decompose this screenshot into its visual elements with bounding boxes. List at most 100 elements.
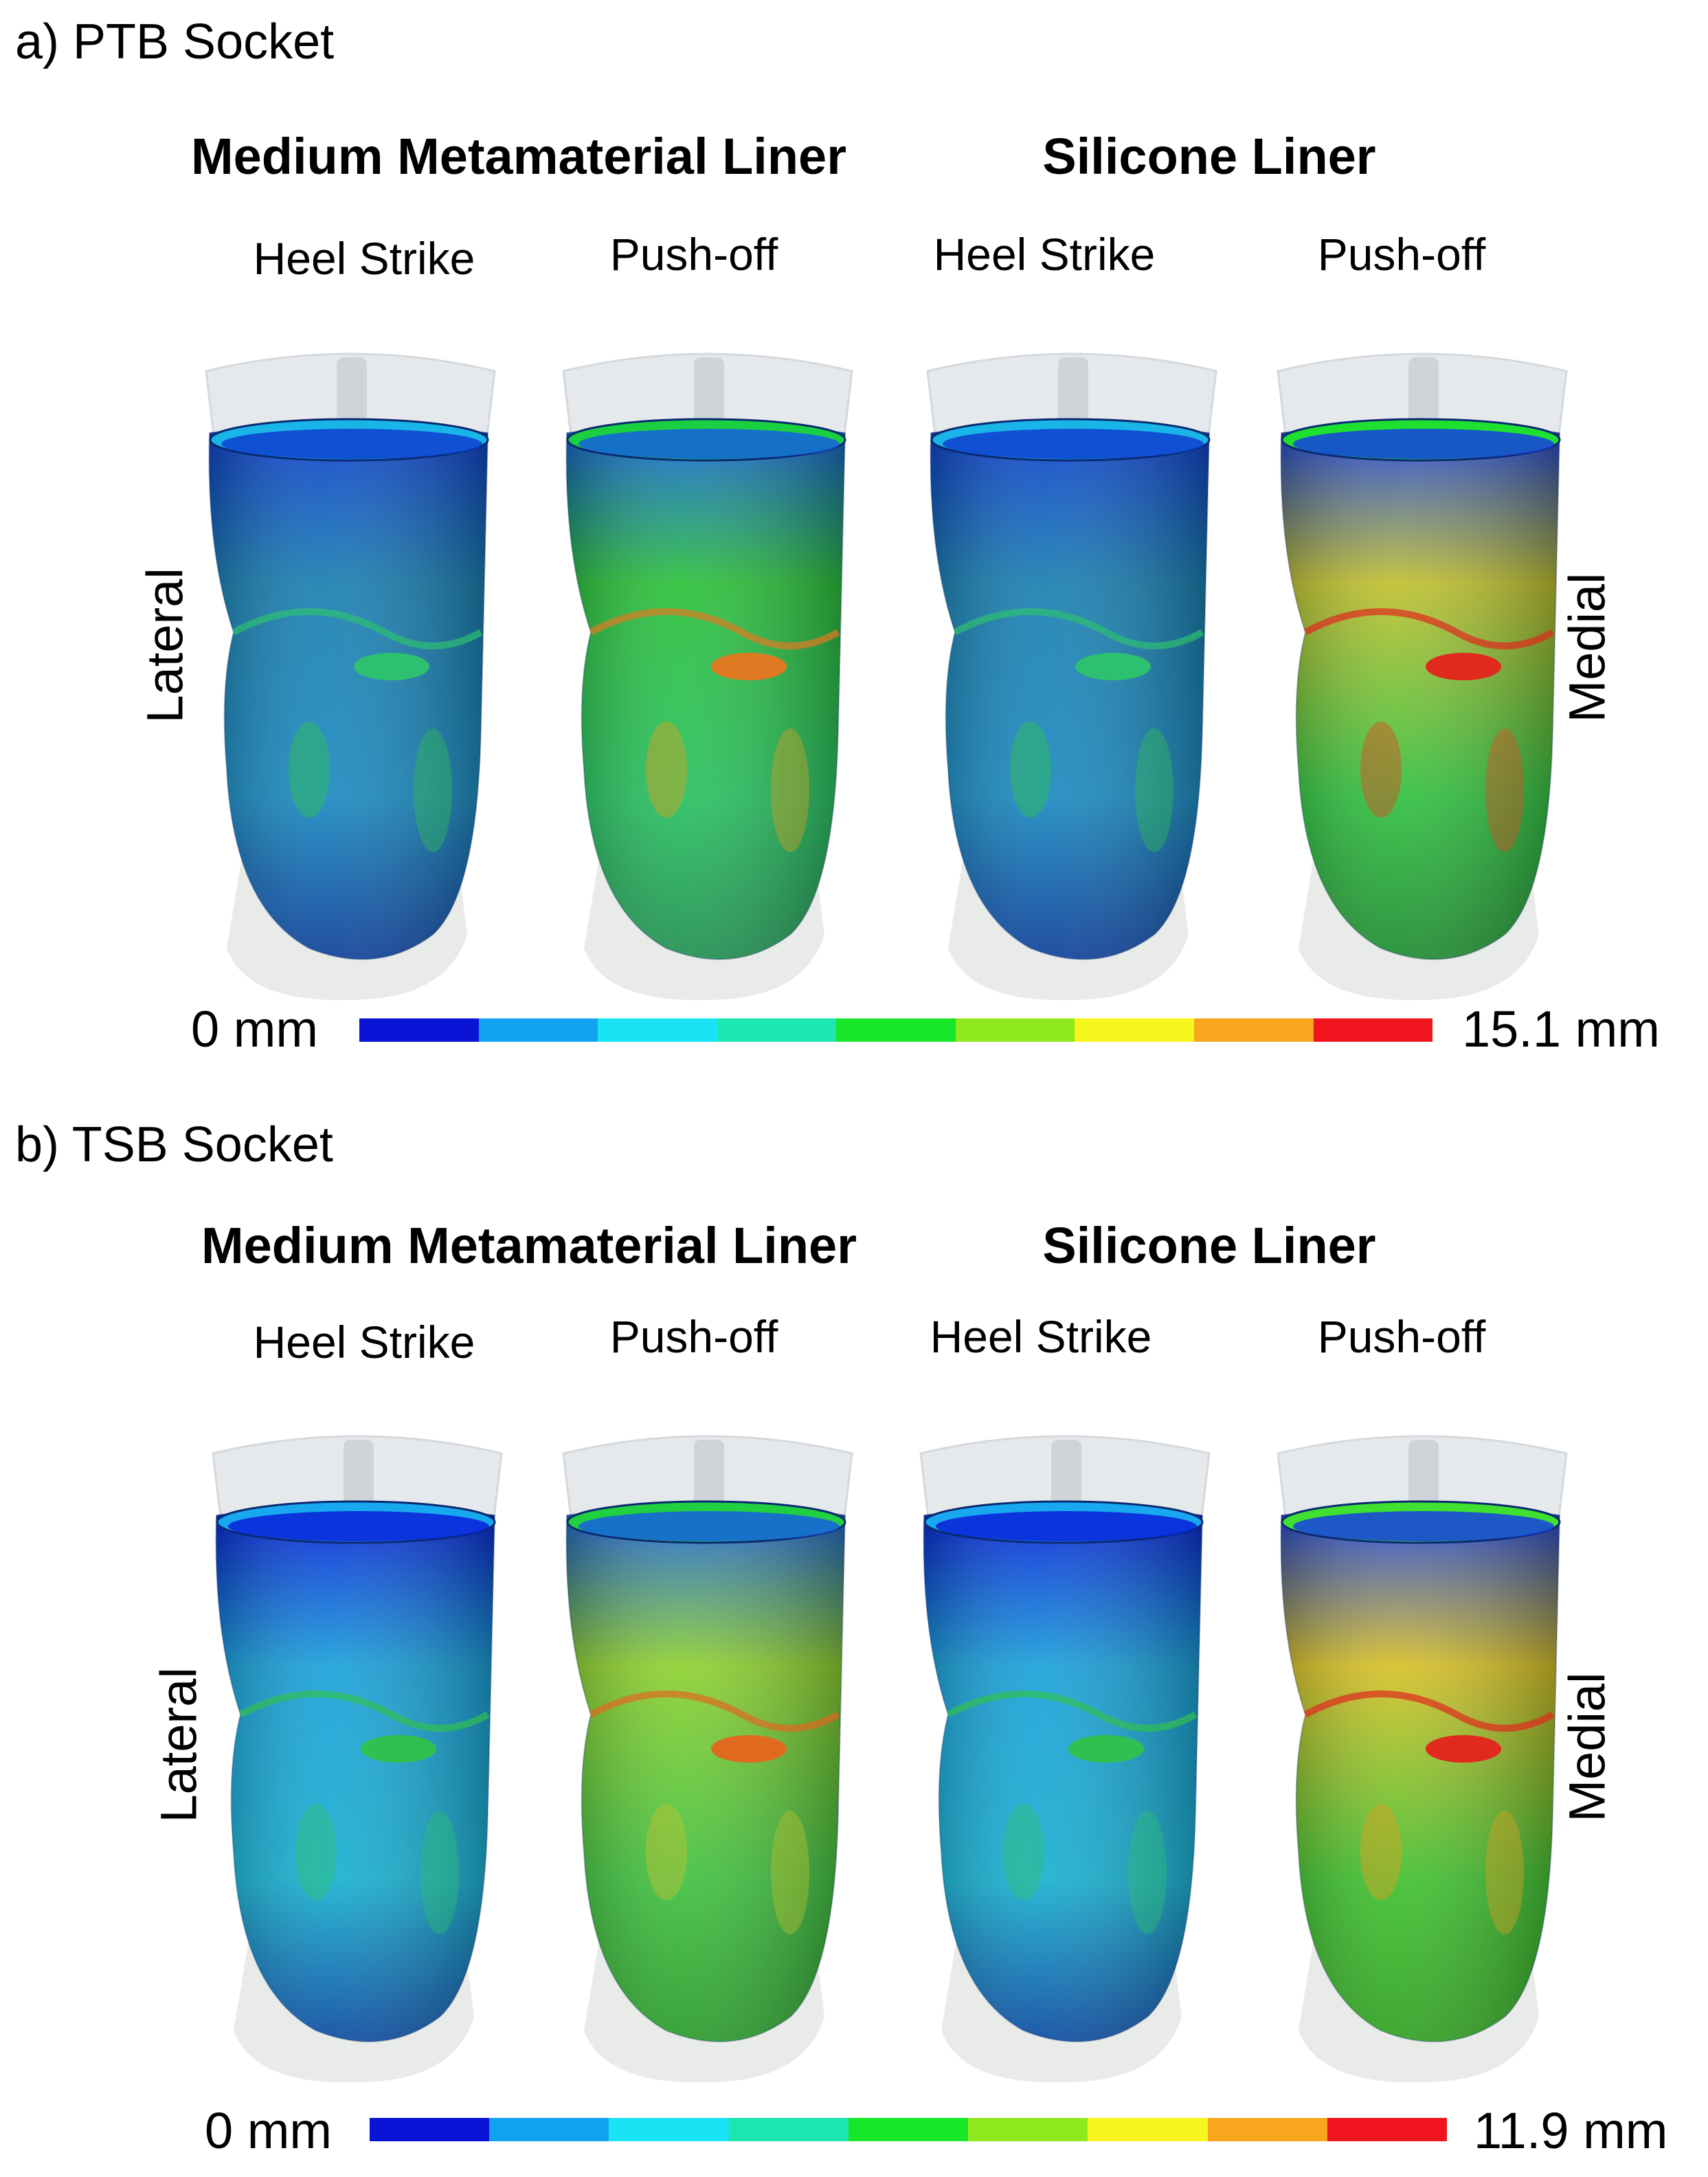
pressure-hotspot bbox=[1075, 653, 1151, 680]
residual-limb-model-push-off-silicone bbox=[1277, 1426, 1568, 2086]
medial-label: Medial bbox=[1558, 572, 1616, 723]
pressure-band bbox=[946, 1690, 1198, 1732]
group-title-metamaterial: Medium Metamaterial Liner bbox=[201, 1217, 857, 1274]
pressure-region bbox=[1360, 722, 1402, 818]
phase-label: Push-off bbox=[1317, 229, 1486, 280]
liner-opening bbox=[578, 429, 840, 459]
pressure-hotspot bbox=[1426, 653, 1501, 680]
pressure-band bbox=[589, 608, 840, 649]
phase-label: Heel Strike bbox=[930, 1311, 1152, 1362]
pressure-region bbox=[1135, 728, 1173, 852]
group-title-silicone: Silicone Liner bbox=[1042, 128, 1376, 185]
pressure-region bbox=[1360, 1804, 1402, 1900]
medial-label: Medial bbox=[1558, 1672, 1616, 1822]
limb-shading bbox=[1281, 423, 1560, 959]
phase-label: Push-off bbox=[609, 1311, 778, 1362]
limb-shading bbox=[566, 423, 845, 959]
group-title-silicone: Silicone Liner bbox=[1042, 1217, 1376, 1274]
colorbar-segment bbox=[836, 1018, 956, 1042]
pressure-region bbox=[1003, 1804, 1044, 1900]
liner-opening bbox=[578, 1511, 840, 1541]
colorbar-max-label: 15.1 mm bbox=[1462, 1001, 1660, 1058]
colorbar-segment bbox=[370, 2118, 490, 2141]
colorbar-segment bbox=[489, 2118, 609, 2141]
colorbar-segment bbox=[848, 2118, 969, 2141]
pressure-region bbox=[1485, 1811, 1524, 1934]
limb-shading bbox=[566, 1505, 845, 2042]
residual-limb-model-push-off-metamaterial bbox=[562, 344, 853, 1003]
colorbar-segment bbox=[968, 2118, 1088, 2141]
colorbar-segment bbox=[359, 1018, 479, 1042]
pressure-hotspot bbox=[711, 1735, 787, 1763]
liner-opening bbox=[1293, 1511, 1554, 1541]
pressure-region bbox=[295, 1804, 337, 1900]
colorbar-segment bbox=[717, 1018, 837, 1042]
pressure-hotspot bbox=[354, 653, 429, 680]
panel-title: a) PTB Socket bbox=[15, 14, 335, 69]
pressure-region bbox=[646, 722, 687, 818]
liner-opening bbox=[943, 429, 1204, 459]
colorbar bbox=[370, 2118, 1447, 2141]
pressure-region bbox=[771, 1811, 809, 1934]
colorbar-segment bbox=[955, 1018, 1075, 1042]
pressure-hotspot bbox=[1068, 1735, 1144, 1763]
colorbar-segment bbox=[728, 2118, 849, 2141]
colorbar-min-label: 0 mm bbox=[191, 1001, 318, 1058]
panel-title: b) TSB Socket bbox=[15, 1117, 333, 1172]
pressure-region bbox=[646, 1804, 687, 1900]
pressure-band bbox=[589, 1690, 840, 1732]
liner-opening bbox=[936, 1511, 1197, 1541]
pressure-region bbox=[1128, 1811, 1167, 1934]
pressure-hotspot bbox=[711, 653, 787, 680]
colorbar-min-label: 0 mm bbox=[205, 2102, 332, 2159]
residual-limb-model-heel-strike-silicone bbox=[926, 344, 1217, 1003]
pressure-region bbox=[414, 728, 452, 852]
residual-limb-model-heel-strike-metamaterial bbox=[205, 344, 496, 1003]
colorbar-segment bbox=[609, 2118, 729, 2141]
pressure-region bbox=[1010, 722, 1051, 818]
lateral-label: Lateral bbox=[150, 1667, 207, 1823]
colorbar-segment bbox=[1207, 2118, 1327, 2141]
colorbar bbox=[359, 1018, 1433, 1042]
colorbar-max-label: 11.9 mm bbox=[1474, 2102, 1668, 2159]
colorbar-segment bbox=[1327, 2118, 1447, 2141]
colorbar-segment bbox=[1313, 1018, 1433, 1042]
pressure-band bbox=[238, 1690, 490, 1732]
pressure-band bbox=[1303, 1690, 1555, 1732]
pressure-region bbox=[771, 728, 809, 852]
limb-shading bbox=[923, 1505, 1202, 2042]
pressure-region bbox=[1485, 728, 1524, 852]
liner-opening bbox=[1293, 429, 1554, 459]
colorbar-segment bbox=[598, 1018, 717, 1042]
colorbar-segment bbox=[1088, 2118, 1208, 2141]
phase-label: Heel Strike bbox=[933, 229, 1156, 280]
phase-label: Push-off bbox=[609, 229, 778, 280]
liner-opening bbox=[221, 429, 482, 459]
pressure-region bbox=[420, 1811, 459, 1934]
pressure-band bbox=[232, 608, 483, 649]
pressure-band bbox=[1303, 608, 1555, 649]
phase-label: Push-off bbox=[1317, 1311, 1486, 1362]
limb-shading bbox=[209, 423, 488, 959]
group-title-metamaterial: Medium Metamaterial Liner bbox=[190, 128, 846, 185]
limb-shading bbox=[1281, 1505, 1560, 2042]
limb-shading bbox=[216, 1505, 495, 2042]
colorbar-segment bbox=[478, 1018, 598, 1042]
colorbar-segment bbox=[1193, 1018, 1314, 1042]
residual-limb-model-heel-strike-metamaterial bbox=[212, 1426, 503, 2086]
pressure-hotspot bbox=[361, 1735, 436, 1763]
liner-opening bbox=[228, 1511, 489, 1541]
panel-ptb-socket: a) PTB Socket Medium Metamaterial Liner … bbox=[0, 0, 1708, 1088]
residual-limb-model-push-off-metamaterial bbox=[562, 1426, 853, 2086]
pressure-region bbox=[289, 722, 330, 818]
phase-label: Heel Strike bbox=[253, 233, 475, 284]
pressure-band bbox=[953, 608, 1204, 649]
pressure-hotspot bbox=[1426, 1735, 1501, 1763]
lateral-label: Lateral bbox=[136, 568, 194, 724]
phase-label: Heel Strike bbox=[253, 1317, 475, 1367]
limb-shading bbox=[930, 423, 1209, 959]
residual-limb-model-push-off-silicone bbox=[1277, 344, 1568, 1003]
colorbar-segment bbox=[1075, 1018, 1194, 1042]
panel-tsb-socket: b) TSB Socket Medium Metamaterial Liner … bbox=[0, 1089, 1708, 2177]
residual-limb-model-heel-strike-silicone bbox=[919, 1426, 1211, 2086]
